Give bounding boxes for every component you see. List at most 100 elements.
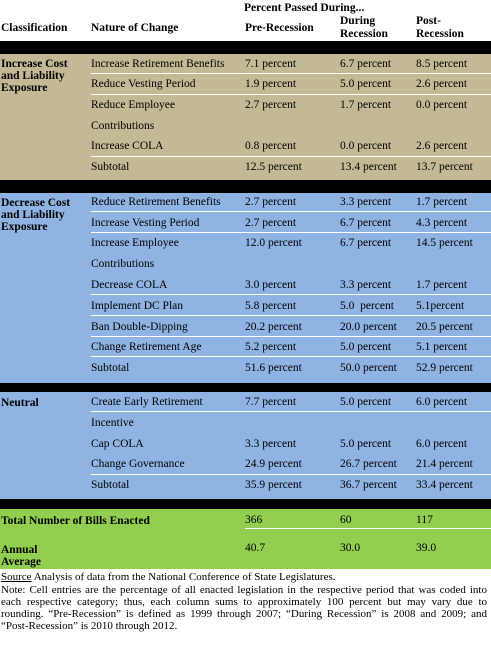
during-cell: 36.7 percent	[340, 479, 397, 491]
nature-cell: Cap COLA	[91, 438, 144, 450]
post-cell: 5.1 percent	[416, 341, 468, 353]
row-divider	[91, 356, 491, 357]
row-divider	[91, 294, 491, 295]
during-cell: 60	[340, 514, 352, 526]
pre-cell: 1.9 percent	[245, 78, 297, 90]
during-cell: 0.0 percent	[340, 140, 392, 152]
during-cell: 50.0 percent	[340, 362, 397, 374]
nature-cell: Reduce Employee	[91, 99, 175, 111]
nature-cell: Incentive	[91, 417, 134, 429]
increase-label-line1: Increase Cost	[1, 58, 68, 70]
pre-cell: 2.7 percent	[245, 196, 297, 208]
during-cell: 6.7 percent	[340, 58, 392, 70]
source-line: Source Analysis of data from the Nationa…	[1, 571, 487, 583]
neutral-separator	[0, 499, 491, 509]
pre-cell: 3.3 percent	[245, 438, 297, 450]
nature-cell: Increase Vesting Period	[91, 217, 200, 229]
pre-cell: 40.7	[245, 542, 266, 554]
post-cell: 8.5 percent	[416, 58, 468, 70]
decrease-band	[0, 193, 491, 383]
during-cell: 5.0 percent	[340, 396, 392, 408]
post-cell: 52.9 percent	[416, 362, 473, 374]
note-paragraph: Note: Cell entries are the percentage of…	[1, 584, 487, 632]
post-cell: 21.4 percent	[416, 458, 473, 470]
row-divider	[91, 73, 491, 74]
neutral-band	[0, 392, 491, 499]
post-cell: 4.3 percent	[416, 217, 468, 229]
nature-cell: Implement DC Plan	[91, 300, 183, 312]
nature-cell: Change Retirement Age	[91, 341, 202, 353]
row-divider	[91, 232, 491, 233]
during-cell: 1.7 percent	[340, 99, 392, 111]
nature-cell: Create Early Retirement	[91, 396, 203, 408]
post-cell: 5.1percent	[416, 300, 465, 312]
decrease-label-line3: Exposure	[1, 221, 48, 233]
nature-cell: Increase COLA	[91, 140, 164, 152]
during-cell: 20.0 percent	[340, 321, 397, 333]
post-cell: 117	[416, 514, 433, 526]
row-divider	[91, 411, 491, 412]
percent-passed-header: Percent Passed During...	[244, 2, 365, 14]
total-bills-label: Total Number of Bills Enacted	[1, 515, 150, 527]
pre-cell: 20.2 percent	[245, 321, 302, 333]
nature-cell: Increase Retirement Benefits	[91, 58, 225, 70]
post-cell: 2.6 percent	[416, 78, 468, 90]
post-cell: 0.0 percent	[416, 99, 468, 111]
source-text: Analysis of data from the National Confe…	[31, 571, 336, 583]
during-cell: 6.7 percent	[340, 217, 392, 229]
post-cell: 6.0 percent	[416, 438, 468, 450]
row-divider	[91, 156, 491, 157]
pre-cell: 0.8 percent	[245, 140, 297, 152]
during-cell: 3.3 percent	[340, 196, 392, 208]
source-word: Source	[1, 571, 32, 583]
row-divider	[245, 528, 491, 529]
during-cell: 5.0 percent	[340, 300, 394, 312]
post-cell: 1.7 percent	[416, 196, 468, 208]
nature-header: Nature of Change	[91, 22, 179, 34]
nature-cell: Subtotal	[91, 362, 130, 374]
decrease-label-line2: and Liability	[1, 209, 65, 221]
during-cell: 5.0 percent	[340, 438, 392, 450]
nature-cell: Subtotal	[91, 479, 130, 491]
pre-cell: 24.9 percent	[245, 458, 302, 470]
row-divider	[91, 94, 491, 95]
during-recession-header-line1: During	[340, 15, 376, 27]
increase-separator	[0, 180, 491, 193]
pre-cell: 5.2 percent	[245, 341, 297, 353]
row-divider	[91, 315, 491, 316]
during-cell: 5.0 percent	[340, 78, 392, 90]
pre-cell: 12.5 percent	[245, 161, 302, 173]
classification-header: Classification	[1, 22, 68, 34]
during-cell: 13.4 percent	[340, 161, 397, 173]
post-cell: 14.5 percent	[416, 237, 473, 249]
annual-average-label-line1: Annual	[1, 544, 38, 556]
pre-cell: 366	[245, 514, 263, 526]
row-divider	[91, 211, 491, 212]
header-separator	[0, 41, 491, 54]
pre-cell: 35.9 percent	[245, 479, 302, 491]
annual-average-label-line2: Average	[1, 556, 42, 568]
pre-cell: 5.8 percent	[245, 300, 297, 312]
increase-band	[0, 54, 491, 180]
nature-cell: Change Governance	[91, 458, 185, 470]
pre-cell: 7.1 percent	[245, 58, 297, 70]
post-cell: 2.6 percent	[416, 140, 468, 152]
post-cell: 6.0 percent	[416, 396, 468, 408]
post-recession-header-line1: Post-	[416, 15, 441, 27]
post-recession-header-line2: Recession	[416, 28, 464, 40]
nature-cell: Subtotal	[91, 161, 130, 173]
neutral-label: Neutral	[1, 397, 39, 409]
during-cell: 26.7 percent	[340, 458, 397, 470]
during-cell: 3.3 percent	[340, 279, 392, 291]
pre-cell: 3.0 percent	[245, 279, 297, 291]
nature-cell: Ban Double-Dipping	[91, 321, 188, 333]
during-cell: 6.7 percent	[340, 237, 392, 249]
pre-recession-header: Pre-Recession	[245, 22, 314, 34]
pre-cell: 2.7 percent	[245, 99, 297, 111]
totals-band	[0, 509, 491, 569]
post-cell: 1.7 percent	[416, 279, 468, 291]
nature-cell: Increase Employee	[91, 237, 179, 249]
nature-cell: Decrease COLA	[91, 279, 168, 291]
row-divider	[91, 474, 491, 475]
nature-cell: Reduce Vesting Period	[91, 78, 196, 90]
